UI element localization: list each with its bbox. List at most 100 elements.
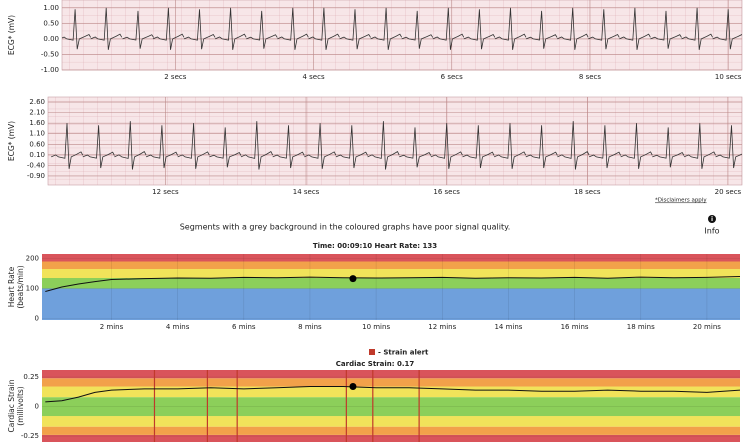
x-tick-label: 4 mins: [166, 323, 190, 331]
ecg-beat: [588, 125, 622, 169]
info-button[interactable]: i Info: [704, 215, 720, 236]
y-tick-label: -0.25: [21, 432, 39, 440]
ecg-beat: [308, 7, 340, 50]
ecg-beat: [209, 127, 242, 168]
band: [42, 378, 740, 387]
x-tick-label: 4 secs: [302, 73, 324, 81]
plot-area: [45, 370, 740, 442]
y-tick-label: 0.10: [29, 151, 45, 159]
ecg-beat: [650, 10, 682, 49]
ecg-beat: [652, 127, 685, 168]
ecg-beat: [90, 7, 123, 50]
x-tick-label: 14 mins: [494, 323, 522, 331]
y-axis-label: ECG* (mV): [7, 121, 16, 161]
ecg-beat: [246, 10, 278, 49]
y-tick-label: 2.10: [29, 109, 45, 117]
y-tick-label: 100: [26, 285, 39, 293]
ecg-beat: [399, 127, 432, 168]
x-tick-label: 18 secs: [574, 188, 601, 196]
x-tick-label: 16 secs: [433, 188, 460, 196]
y-axis-label: Heart Rate: [7, 266, 16, 307]
ecg-beat: [619, 7, 651, 50]
ecg-beat: [463, 9, 496, 50]
x-tick-label: 6 mins: [232, 323, 256, 331]
band: [42, 269, 740, 278]
plot-area: [62, 7, 742, 50]
ecg-beat: [304, 123, 337, 169]
y-tick-label: 0: [35, 315, 39, 323]
ecg-beat: [177, 123, 210, 169]
ecg-beat: [430, 123, 463, 169]
x-tick-label: 2 mins: [100, 323, 124, 331]
y-tick-label: -1.00: [41, 66, 59, 74]
y-tick-label: 0.00: [43, 35, 59, 43]
info-label[interactable]: Info: [704, 227, 719, 236]
band: [42, 288, 740, 320]
y-tick-label: -0.90: [27, 172, 45, 180]
x-tick-label: 20 secs: [715, 188, 742, 196]
x-tick-label: 8 secs: [579, 73, 601, 81]
ecg-beat: [493, 123, 527, 169]
y-axis-label: (millivolts): [16, 386, 25, 426]
ecg-beat: [556, 7, 589, 50]
ecg-beat: [183, 9, 216, 50]
ecg-beat: [51, 123, 84, 169]
legend-swatch: [369, 349, 375, 355]
ecg-beat: [525, 10, 558, 49]
x-tick-label: 12 secs: [152, 188, 179, 196]
band: [42, 386, 740, 398]
ecg-beat: [152, 7, 185, 50]
ecg-beat: [494, 7, 527, 50]
series-line: [45, 386, 740, 403]
cursor-marker: [349, 275, 357, 283]
strain-title: Cardiac Strain: 0.17: [336, 360, 415, 368]
y-tick-label: 2.60: [29, 98, 45, 106]
ecg-beat: [588, 9, 620, 50]
x-tick-label: 2 secs: [164, 73, 186, 81]
ecg-beat: [62, 9, 92, 50]
y-tick-label: 0: [35, 403, 39, 411]
y-tick-label: -0.50: [41, 50, 59, 58]
ecg-background: [61, 0, 743, 71]
y-tick-label: 1.10: [29, 130, 45, 138]
ecg-beat: [272, 125, 305, 169]
ecg-beat: [683, 123, 716, 169]
x-tick-label: 18 mins: [627, 323, 655, 331]
band: [42, 370, 740, 379]
x-tick-label: 8 mins: [298, 323, 322, 331]
ecg-beat: [712, 9, 742, 50]
ecg-beat: [367, 121, 400, 170]
ecg-beat: [114, 121, 147, 170]
info-glyph: i: [711, 216, 713, 223]
ecg-beat: [145, 125, 179, 169]
ecg-beat: [82, 125, 115, 169]
disclaimer[interactable]: *Disclaimers apply: [655, 198, 707, 204]
ecg-beat: [122, 10, 154, 49]
band: [42, 261, 740, 269]
series-line: [45, 276, 740, 292]
ecg-beat: [620, 123, 653, 169]
x-tick-label: 6 secs: [441, 73, 463, 81]
ecg-beat: [525, 125, 558, 169]
y-tick-label: 1.60: [29, 119, 45, 127]
ecg-beat: [462, 125, 495, 169]
cursor-marker: [349, 383, 357, 391]
ecg-beat: [277, 7, 309, 50]
ecg-beat: [240, 121, 274, 170]
info-icon: [708, 215, 716, 223]
plot-area: [45, 276, 740, 292]
y-axis-label: (beats/min): [16, 265, 25, 308]
ecg-beat: [401, 10, 434, 49]
ecg-beat: [214, 7, 247, 50]
x-tick-label: 10 mins: [362, 323, 390, 331]
band: [42, 397, 740, 417]
y-tick-label: 200: [26, 255, 39, 263]
plot-area: [51, 121, 742, 170]
band: [42, 254, 740, 262]
x-tick-label: 10 secs: [715, 73, 742, 81]
ecg-beat: [370, 7, 403, 50]
ecg-beat: [335, 125, 368, 169]
y-tick-label: 0.60: [29, 140, 45, 148]
x-tick-label: 14 secs: [293, 188, 320, 196]
